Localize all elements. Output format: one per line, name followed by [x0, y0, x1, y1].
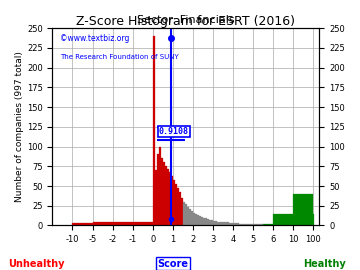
- Bar: [239, 224, 245, 225]
- Bar: [263, 224, 273, 225]
- Bar: [209, 220, 211, 225]
- Title: Z-Score Histogram for ESRT (2016): Z-Score Histogram for ESRT (2016): [76, 15, 296, 28]
- Bar: [203, 218, 205, 225]
- Bar: [183, 202, 185, 225]
- Bar: [253, 224, 263, 225]
- Bar: [153, 36, 155, 225]
- Bar: [171, 176, 173, 225]
- Bar: [72, 223, 93, 225]
- Bar: [157, 154, 159, 225]
- Bar: [185, 204, 187, 225]
- Bar: [193, 213, 195, 225]
- Bar: [273, 214, 293, 225]
- Text: Unhealthy: Unhealthy: [8, 259, 64, 269]
- Bar: [189, 209, 191, 225]
- Bar: [133, 221, 153, 225]
- Text: The Research Foundation of SUNY: The Research Foundation of SUNY: [60, 54, 179, 60]
- Text: Score: Score: [157, 259, 188, 269]
- Bar: [245, 224, 253, 225]
- Bar: [187, 207, 189, 225]
- Bar: [161, 158, 163, 225]
- Bar: [159, 147, 161, 225]
- Bar: [169, 172, 171, 225]
- Bar: [233, 223, 239, 225]
- Bar: [191, 211, 193, 225]
- Bar: [199, 216, 201, 225]
- Bar: [217, 221, 221, 225]
- Bar: [221, 222, 225, 225]
- Bar: [197, 215, 199, 225]
- Bar: [229, 223, 233, 225]
- Bar: [155, 170, 157, 225]
- Text: ©www.textbiz.org: ©www.textbiz.org: [60, 34, 130, 43]
- Bar: [177, 188, 179, 225]
- Bar: [213, 221, 217, 225]
- Bar: [113, 221, 133, 225]
- Bar: [207, 219, 209, 225]
- Bar: [205, 218, 207, 225]
- Bar: [173, 180, 175, 225]
- Text: Sector: Financials: Sector: Financials: [137, 15, 235, 25]
- Y-axis label: Number of companies (997 total): Number of companies (997 total): [15, 51, 24, 202]
- Bar: [293, 194, 313, 225]
- Bar: [167, 169, 169, 225]
- Bar: [211, 220, 213, 225]
- Text: 0.9108: 0.9108: [159, 127, 189, 136]
- Bar: [165, 166, 167, 225]
- Bar: [181, 198, 183, 225]
- Text: Healthy: Healthy: [303, 259, 345, 269]
- Bar: [201, 217, 203, 225]
- Bar: [225, 222, 229, 225]
- Bar: [163, 162, 165, 225]
- Bar: [175, 184, 177, 225]
- Bar: [179, 192, 181, 225]
- Bar: [93, 221, 113, 225]
- Bar: [195, 214, 197, 225]
